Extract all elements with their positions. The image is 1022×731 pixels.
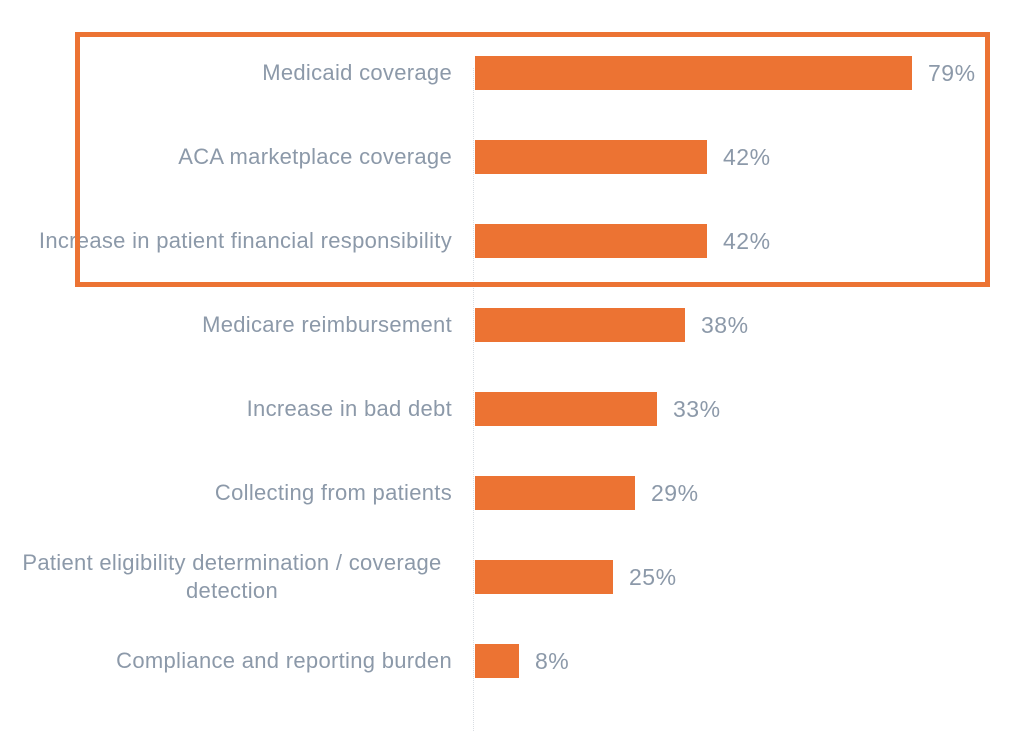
category-label: ACA marketplace coverage xyxy=(178,144,452,169)
category-cell: Medicaid coverage xyxy=(0,59,473,87)
bar xyxy=(475,392,657,426)
category-cell: Compliance and reporting burden xyxy=(0,647,473,675)
bar-chart-page: { "colors": { "background": "#FFFFFF", "… xyxy=(0,31,1022,731)
value-label: 42% xyxy=(723,227,771,254)
chart-row: Increase in patient financial responsibi… xyxy=(0,199,1022,283)
category-cell: Increase in patient financial responsibi… xyxy=(0,227,473,255)
chart-rows: Medicaid coverage 79% ACA marketplace co… xyxy=(0,31,1022,703)
bar-area: 8% xyxy=(473,644,1022,678)
bar-area: 29% xyxy=(473,476,1022,510)
category-label: Collecting from patients xyxy=(214,480,452,505)
bar-area: 42% xyxy=(473,140,1022,174)
chart-row: Collecting from patients 29% xyxy=(0,451,1022,535)
chart-row: Increase in bad debt 33% xyxy=(0,367,1022,451)
bar xyxy=(475,560,613,594)
bar xyxy=(475,308,685,342)
bar-area: 79% xyxy=(473,56,1022,90)
category-label: Compliance and reporting burden xyxy=(116,648,452,673)
value-label: 8% xyxy=(535,647,570,674)
value-label: 79% xyxy=(928,59,976,86)
bar-chart: Medicaid coverage 79% ACA marketplace co… xyxy=(0,31,1022,731)
category-cell: Increase in bad debt xyxy=(0,395,473,423)
category-label: Medicaid coverage xyxy=(262,60,452,85)
value-label: 25% xyxy=(629,563,677,590)
category-label: Medicare reimbursement xyxy=(202,312,452,337)
value-label: 29% xyxy=(651,479,699,506)
bar xyxy=(475,56,912,90)
chart-row: Medicare reimbursement 38% xyxy=(0,283,1022,367)
bar xyxy=(475,140,707,174)
chart-row: ACA marketplace coverage 42% xyxy=(0,115,1022,199)
bar-area: 25% xyxy=(473,560,1022,594)
bar xyxy=(475,224,707,258)
bar-area: 38% xyxy=(473,308,1022,342)
category-cell: Medicare reimbursement xyxy=(0,311,473,339)
chart-row: Medicaid coverage 79% xyxy=(0,31,1022,115)
category-cell: Patient eligibility determination / cove… xyxy=(0,549,473,605)
category-cell: ACA marketplace coverage xyxy=(0,143,473,171)
value-label: 38% xyxy=(701,311,749,338)
bar-area: 42% xyxy=(473,224,1022,258)
chart-row: Patient eligibility determination / cove… xyxy=(0,535,1022,619)
bar-area: 33% xyxy=(473,392,1022,426)
value-label: 33% xyxy=(673,395,721,422)
category-label: Patient eligibility determination / cove… xyxy=(22,550,442,603)
category-cell: Collecting from patients xyxy=(0,479,473,507)
value-label: 42% xyxy=(723,143,771,170)
bar xyxy=(475,476,635,510)
category-axis-line xyxy=(473,68,474,731)
category-label: Increase in patient financial responsibi… xyxy=(38,228,452,253)
bar xyxy=(475,644,519,678)
chart-row: Compliance and reporting burden 8% xyxy=(0,619,1022,703)
category-label: Increase in bad debt xyxy=(246,396,452,421)
